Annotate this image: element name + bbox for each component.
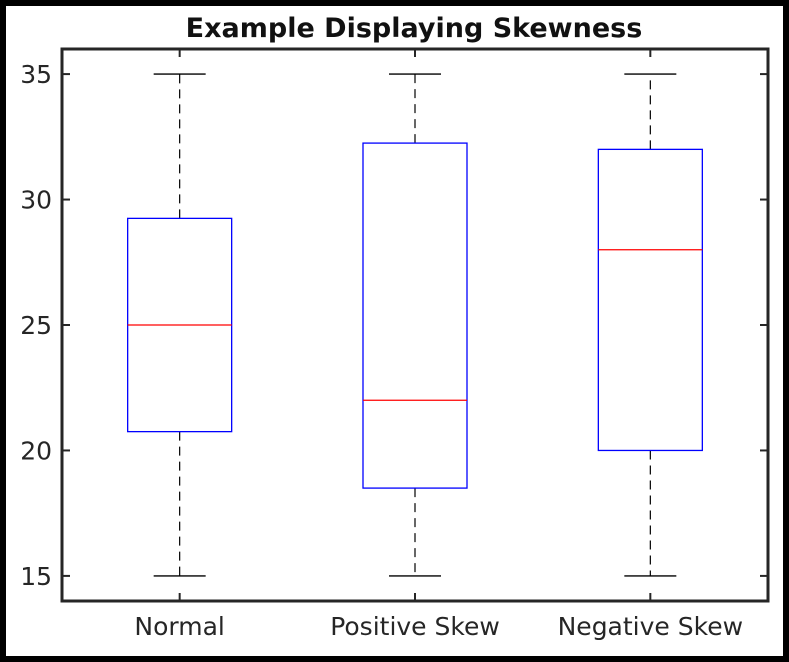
box-iqr xyxy=(597,148,703,452)
x-category-label: Negative Skew xyxy=(558,612,743,641)
y-tick-label: 20 xyxy=(20,436,52,465)
x-category-label: Normal xyxy=(134,612,224,641)
figure: Example Displaying Skewness 15 20 25 30 35 No… xyxy=(6,6,783,656)
chart-title: Example Displaying Skewness xyxy=(186,13,643,44)
y-tick-label: 30 xyxy=(20,186,52,215)
plot-area: 15 20 25 30 35 Normal Positive Skew Negative Sk… xyxy=(20,47,770,641)
y-tick-label: 35 xyxy=(20,60,52,89)
boxplot-chart: Example Displaying Skewness 15 20 25 30 35 No… xyxy=(20,13,770,641)
x-category-label: Positive Skew xyxy=(330,612,500,641)
box-iqr xyxy=(362,142,468,489)
y-tick-label: 25 xyxy=(20,311,52,340)
y-tick-label: 15 xyxy=(20,562,52,591)
